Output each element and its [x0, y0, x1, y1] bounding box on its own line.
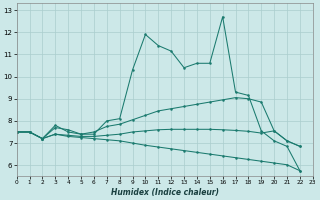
X-axis label: Humidex (Indice chaleur): Humidex (Indice chaleur) [111, 188, 219, 197]
